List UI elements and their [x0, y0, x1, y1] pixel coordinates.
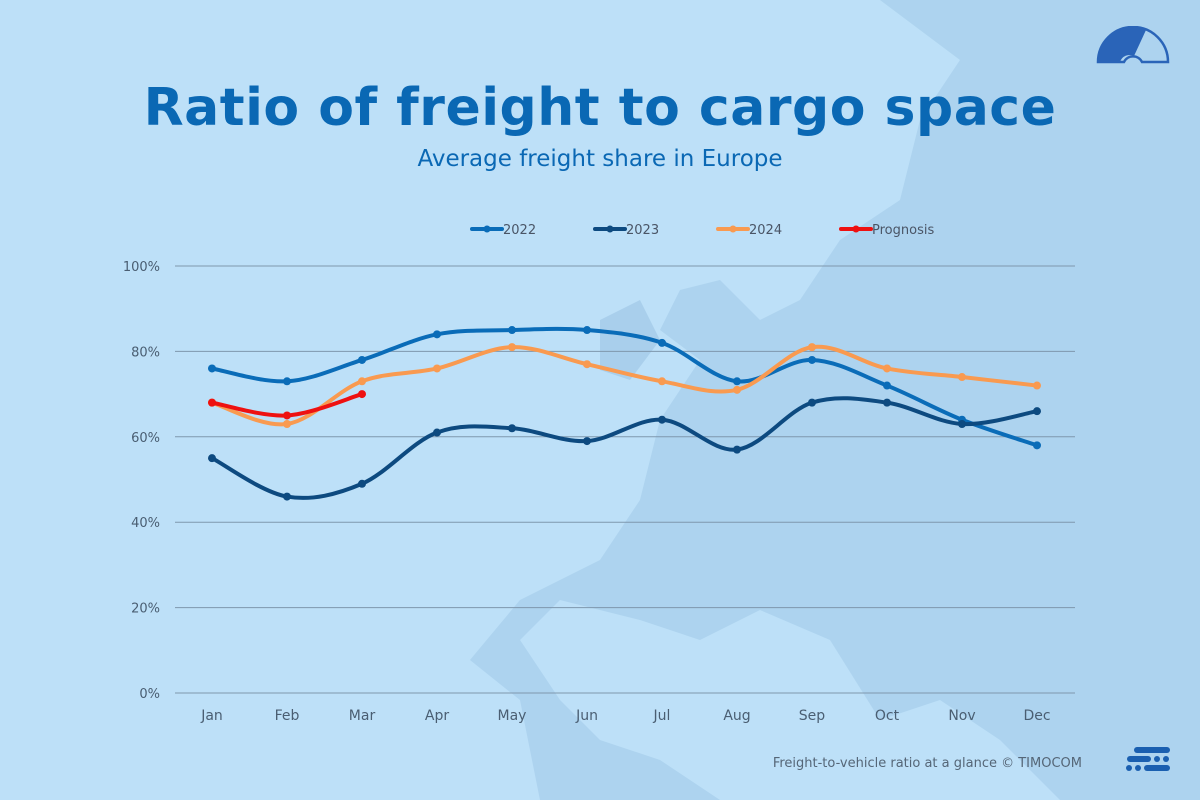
legend-marker: [852, 225, 860, 233]
x-tick-label: Jun: [575, 708, 598, 724]
data-point-2024: [883, 364, 891, 373]
legend-marker: [483, 225, 491, 233]
gauge-icon: [1096, 26, 1170, 64]
data-point-2022: [883, 381, 891, 390]
series-line-2024: [210, 344, 1039, 427]
legend-label: 2022: [503, 223, 536, 238]
data-point-2023: [358, 479, 366, 488]
data-point-2022: [283, 377, 291, 386]
data-point-2022: [433, 330, 441, 339]
data-point-2023: [658, 415, 666, 424]
data-point-2022: [658, 338, 666, 347]
data-point-2022: [1033, 441, 1041, 450]
x-tick-label: Oct: [875, 708, 900, 724]
x-tick-label: Jul: [653, 708, 671, 724]
data-point-2023: [583, 437, 591, 446]
y-tick-label: 0%: [139, 687, 160, 702]
data-point-2022: [208, 364, 216, 373]
x-tick-label: Jan: [200, 708, 223, 724]
data-point-2022: [808, 355, 816, 364]
y-tick-label: 20%: [131, 602, 160, 617]
data-point-prognosis: [283, 411, 291, 420]
legend-label: 2024: [749, 223, 782, 238]
data-point-2023: [283, 492, 291, 501]
x-tick-label: Feb: [275, 708, 300, 724]
x-tick-label: Mar: [349, 708, 376, 724]
y-tick-label: 60%: [131, 431, 160, 446]
y-tick-label: 40%: [131, 516, 160, 531]
data-point-2023: [733, 445, 741, 454]
x-tick-label: Dec: [1023, 708, 1050, 724]
data-point-2023: [208, 454, 216, 463]
legend-marker: [729, 225, 737, 233]
data-point-2024: [658, 377, 666, 386]
x-tick-label: Apr: [425, 708, 449, 724]
series-line-2023: [210, 396, 1039, 500]
legend-label: Prognosis: [872, 223, 934, 238]
legend-marker: [606, 225, 614, 233]
x-tick-label: May: [498, 708, 527, 724]
data-point-2023: [808, 398, 816, 407]
data-point-2024: [733, 385, 741, 394]
data-point-2024: [508, 343, 516, 352]
data-point-2023: [883, 398, 891, 407]
data-point-2022: [733, 377, 741, 386]
data-point-2024: [808, 343, 816, 352]
x-tick-label: Nov: [948, 708, 975, 724]
y-tick-label: 80%: [131, 345, 160, 360]
page-subtitle: Average freight share in Europe: [417, 146, 783, 172]
data-point-prognosis: [358, 390, 366, 399]
data-point-2024: [433, 364, 441, 373]
data-point-2023: [958, 419, 966, 428]
data-point-2023: [508, 424, 516, 433]
x-tick-label: Sep: [799, 708, 826, 724]
page-title: Ratio of freight to cargo space: [143, 78, 1057, 138]
data-point-2024: [958, 373, 966, 382]
data-point-2024: [1033, 381, 1041, 390]
x-tick-label: Aug: [723, 708, 750, 724]
data-point-2023: [433, 428, 441, 437]
y-tick-label: 100%: [123, 260, 160, 275]
data-point-2022: [508, 326, 516, 335]
data-point-2024: [358, 377, 366, 386]
data-point-2022: [358, 355, 366, 364]
data-point-2022: [583, 326, 591, 335]
legend-label: 2023: [626, 223, 659, 238]
timocom-logo-icon: [1126, 747, 1170, 771]
footer-caption: Freight-to-vehicle ratio at a glance © T…: [772, 756, 1082, 771]
data-point-prognosis: [208, 398, 216, 407]
data-point-2023: [1033, 407, 1041, 416]
data-point-2024: [283, 419, 291, 428]
data-point-2024: [583, 360, 591, 369]
